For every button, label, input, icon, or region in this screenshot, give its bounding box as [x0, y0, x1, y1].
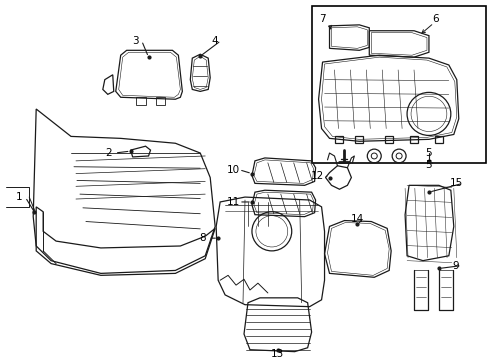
Text: 2: 2: [105, 148, 112, 158]
Text: 6: 6: [432, 14, 438, 24]
Text: 14: 14: [350, 213, 363, 224]
Text: 1: 1: [16, 192, 22, 202]
Text: 10: 10: [226, 165, 239, 175]
Text: 15: 15: [449, 178, 463, 188]
Text: 13: 13: [271, 348, 284, 359]
Text: 8: 8: [199, 233, 205, 243]
Text: 4: 4: [211, 36, 218, 45]
Text: 3: 3: [132, 36, 139, 45]
Text: 5: 5: [425, 148, 431, 158]
Bar: [311, 6, 485, 163]
Text: 12: 12: [310, 171, 324, 181]
Text: 5: 5: [425, 160, 431, 170]
Text: 7: 7: [319, 14, 325, 24]
Text: 11: 11: [226, 197, 239, 207]
Text: 9: 9: [451, 261, 458, 271]
